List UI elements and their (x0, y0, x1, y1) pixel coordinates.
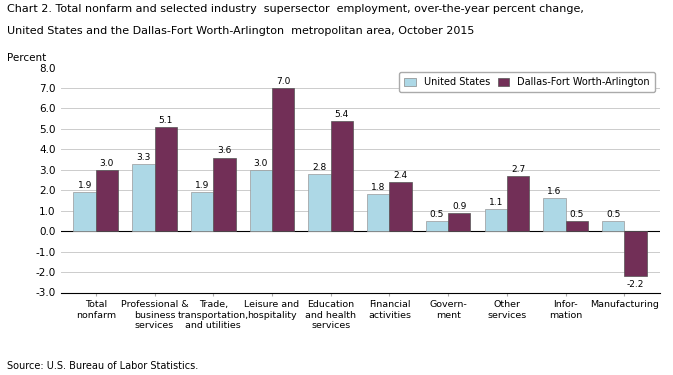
Bar (96, 170, 118, 231)
Text: 0.5: 0.5 (430, 210, 444, 219)
Text: 0.9: 0.9 (452, 202, 466, 211)
Bar (565, 221, 588, 231)
Bar (73, 192, 96, 231)
Text: 3.0: 3.0 (254, 159, 268, 168)
Text: 0.5: 0.5 (606, 210, 621, 219)
Bar (602, 221, 625, 231)
Text: 1.9: 1.9 (77, 181, 92, 190)
Text: 5.4: 5.4 (334, 110, 349, 118)
Text: United States and the Dallas-Fort Worth-Arlington  metropolitan area, October 20: United States and the Dallas-Fort Worth-… (7, 26, 474, 36)
Text: 1.6: 1.6 (547, 188, 561, 196)
Bar (390, 182, 412, 231)
Bar (507, 176, 529, 231)
Text: -2.2: -2.2 (627, 280, 644, 289)
Text: 3.3: 3.3 (136, 153, 151, 162)
Bar (272, 88, 294, 231)
Text: 2.8: 2.8 (312, 163, 326, 172)
Bar (155, 127, 177, 231)
Bar (448, 213, 470, 231)
Bar (543, 198, 565, 231)
Bar (426, 221, 448, 231)
Bar (213, 158, 236, 231)
Bar (250, 170, 272, 231)
Text: 1.1: 1.1 (489, 198, 503, 207)
Bar (191, 192, 213, 231)
Bar (308, 174, 330, 231)
Bar (132, 164, 155, 231)
Text: 1.9: 1.9 (195, 181, 209, 190)
Legend: United States, Dallas-Fort Worth-Arlington: United States, Dallas-Fort Worth-Arlingt… (399, 72, 655, 92)
Bar (330, 121, 353, 231)
Bar (485, 209, 507, 231)
Text: 0.5: 0.5 (569, 210, 584, 219)
Bar (625, 231, 647, 276)
Text: 3.0: 3.0 (100, 159, 114, 168)
Text: 2.7: 2.7 (511, 165, 525, 174)
Text: 2.4: 2.4 (394, 171, 408, 180)
Text: Source: U.S. Bureau of Labor Statistics.: Source: U.S. Bureau of Labor Statistics. (7, 361, 198, 371)
Bar (367, 194, 390, 231)
Text: 5.1: 5.1 (159, 116, 173, 125)
Text: 3.6: 3.6 (217, 147, 232, 156)
Text: 1.8: 1.8 (371, 183, 386, 192)
Text: 7.0: 7.0 (276, 77, 290, 86)
Text: Chart 2. Total nonfarm and selected industry  supersector  employment, over-the-: Chart 2. Total nonfarm and selected indu… (7, 4, 583, 14)
Text: Percent: Percent (7, 53, 46, 63)
